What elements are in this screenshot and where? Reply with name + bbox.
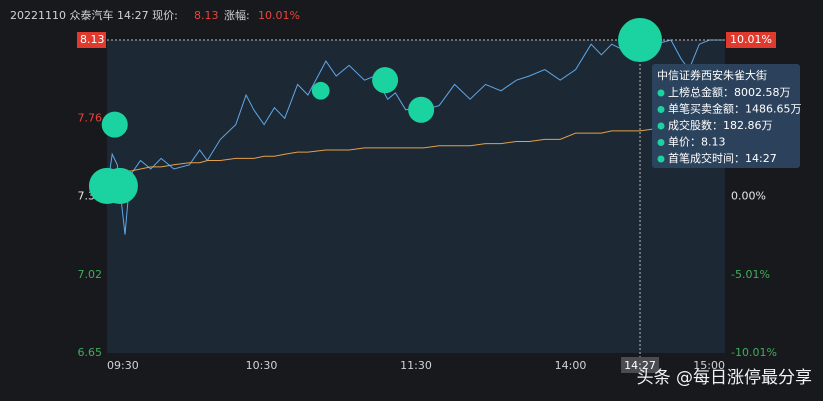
x-tick-label: 11:30 (400, 359, 432, 372)
crosshair-pct-box (726, 32, 776, 48)
x-tick-label: 09:30 (107, 359, 139, 372)
x-tick-label: 10:30 (246, 359, 278, 372)
trade-bubble (311, 81, 330, 100)
crosshair-price-box (77, 32, 106, 48)
watermark: 头条 @每日涨停最分享 (637, 368, 812, 388)
price-line (106, 124, 725, 176)
price-line (106, 39, 725, 235)
trade-bubble (408, 96, 435, 123)
header-price: 8.13 (194, 9, 219, 22)
x-tick-label: 14:00 (555, 359, 587, 372)
y-tick-label: 7.76 (78, 111, 103, 124)
header-change: 10.01% (258, 9, 300, 22)
header-info: 20221110 众泰汽车 14:27 现价: (10, 8, 178, 22)
tooltip-title: 中信证券西安朱雀大街 (657, 68, 767, 82)
tooltip-row: 单价：8.13 (668, 136, 726, 149)
tooltip-dot (657, 106, 665, 113)
trade-bubble (101, 111, 128, 138)
tooltip-dot (657, 122, 665, 130)
tooltip-row: 首笔成交时间：14:27 (668, 151, 777, 165)
tooltip-dot (657, 139, 665, 146)
trade-bubble (372, 67, 399, 94)
x-tick-label: 15:00 (693, 359, 725, 372)
header-change-label: 涨幅: (224, 9, 250, 22)
tooltip-row: 上榜总金额：8002.58万 (668, 85, 791, 99)
tooltip-row: 单笔买卖金额：1486.65万 (668, 102, 802, 116)
tooltip-row: 成交股数：182.86万 (668, 118, 773, 132)
y-tick-label: 6.65 (78, 346, 103, 359)
tooltip-dot (657, 155, 665, 163)
tooltip-box (652, 64, 800, 168)
trade-bubble (618, 18, 663, 62)
plot-area (107, 40, 725, 353)
y2-tick-label: 0.00% (731, 190, 766, 203)
tooltip-dot (657, 89, 665, 97)
y2-tick-label: -5.01% (731, 268, 770, 281)
y-tick-label: 7.02 (78, 268, 103, 281)
y2-tick-label: -10.01% (731, 346, 777, 359)
crosshair-pct: 10.01% (730, 33, 772, 46)
crosshair-price: 8.13 (80, 33, 105, 46)
crosshair-time: 14:27 (624, 359, 656, 372)
trade-bubble (101, 167, 138, 204)
crosshair-time-box (621, 357, 660, 373)
